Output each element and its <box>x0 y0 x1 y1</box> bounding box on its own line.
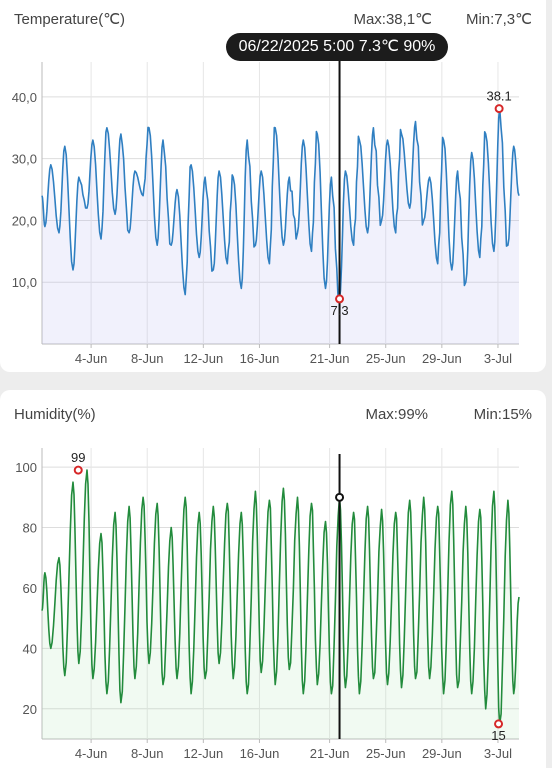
y-tick-label: 20 <box>23 702 37 717</box>
y-tick-label: 20,0 <box>12 213 37 228</box>
temperature-title: Temperature(℃) <box>14 11 126 28</box>
x-tick-label: 12-Jun <box>183 746 223 761</box>
x-tick-label: 4-Jun <box>75 351 108 366</box>
crosshair-tooltip: 06/22/2025 5:00 7.3℃ 90% <box>226 33 448 61</box>
max-marker-label: 99 <box>71 450 85 465</box>
x-tick-label: 25-Jun <box>366 351 406 366</box>
x-tick-label: 8-Jun <box>131 351 164 366</box>
x-tick-label: 29-Jun <box>422 351 462 366</box>
temperature-header: Temperature(℃) Max:38,1℃ Min:7,3℃ <box>14 10 532 30</box>
y-tick-label: 10,0 <box>12 275 37 290</box>
temperature-card: Temperature(℃) Max:38,1℃ Min:7,3℃ 10,0 20… <box>0 0 546 372</box>
crosshair-point <box>335 492 345 502</box>
min-marker <box>335 294 345 304</box>
series-line <box>41 107 520 303</box>
x-tick-label: 16-Jun <box>240 351 280 366</box>
x-tick-label: 3-Jul <box>484 351 512 366</box>
x-tick-label: 3-Jul <box>484 746 512 761</box>
temperature-chart[interactable]: 10,0 20,0 30,0 40,0 4-Jun 8-Jun 12-Jun 16-Jun 21… <box>0 0 546 372</box>
y-tick-label: 40 <box>23 641 37 656</box>
humidity-title: Humidity(%) <box>14 406 96 423</box>
x-tick-label: 4-Jun <box>75 746 108 761</box>
series-area <box>42 108 519 344</box>
humidity-min-label: Min:15% <box>473 406 532 423</box>
x-tick-label: 8-Jun <box>131 746 164 761</box>
y-tick-label: 40,0 <box>12 90 37 105</box>
max-marker <box>73 465 83 475</box>
temperature-max-label: Max:38,1℃ <box>353 11 432 28</box>
x-tick-label: 21-Jun <box>310 351 350 366</box>
y-tick-label: 80 <box>23 521 37 536</box>
x-tick-label: 21-Jun <box>310 746 350 761</box>
x-tick-label: 12-Jun <box>183 351 223 366</box>
x-tick-label: 29-Jun <box>422 746 462 761</box>
humidity-chart[interactable]: 20 40 60 80 100 4-Jun 8-Jun 12-Jun 16-Jun 21-Jun 2… <box>0 390 546 768</box>
min-marker <box>494 719 504 729</box>
humidity-card: Humidity(%) Max:99% Min:15% 20 40 60 80 100 4… <box>0 390 546 768</box>
min-marker-label: 7.3 <box>331 303 349 318</box>
humidity-header: Humidity(%) Max:99% Min:15% <box>14 406 532 426</box>
y-tick-label: 30,0 <box>12 152 37 167</box>
max-marker-label: 38.1 <box>486 89 511 104</box>
max-marker <box>494 104 504 114</box>
y-tick-label: 100 <box>15 460 37 475</box>
temperature-min-label: Min:7,3℃ <box>465 11 532 28</box>
x-tick-label: 25-Jun <box>366 746 406 761</box>
x-tick-label: 16-Jun <box>240 746 280 761</box>
series-line <box>41 469 520 725</box>
y-tick-label: 60 <box>23 581 37 596</box>
min-marker-label: 15 <box>491 728 505 743</box>
humidity-max-label: Max:99% <box>365 406 428 423</box>
